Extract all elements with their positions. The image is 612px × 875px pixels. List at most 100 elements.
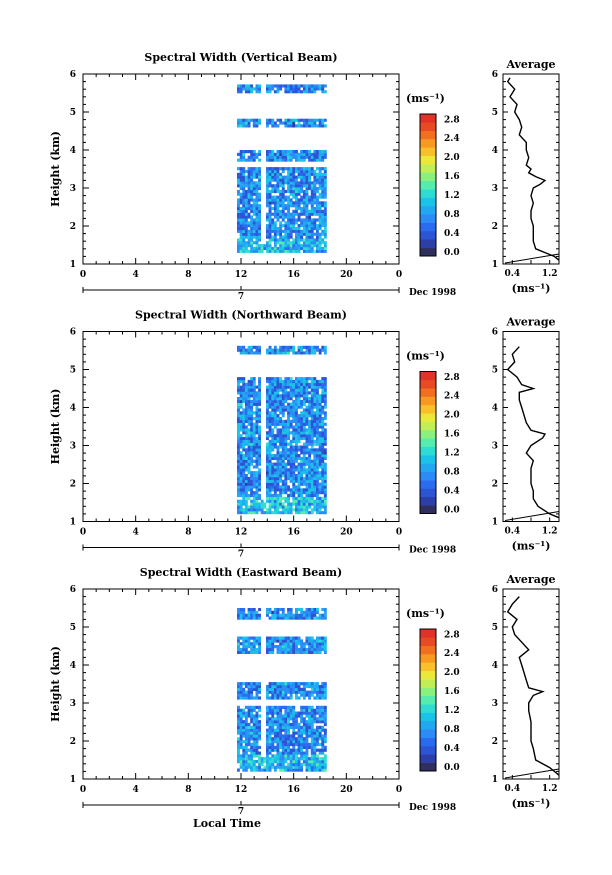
heatmap-cell [276, 496, 280, 500]
heatmap-cell [297, 348, 301, 352]
heatmap-cell [289, 167, 293, 171]
heatmap-cell [250, 158, 254, 162]
heatmap-cell [273, 737, 277, 741]
heatmap-cell [292, 476, 296, 481]
heatmap-cell [279, 505, 283, 509]
heatmap-cell [244, 645, 248, 649]
heatmap-cell [300, 468, 304, 472]
heatmap-cell [284, 391, 288, 395]
heatmap-cell [244, 351, 248, 355]
heatmap-cell [255, 175, 259, 179]
heatmap-cell [255, 731, 259, 735]
heatmap-cell [281, 690, 285, 694]
heatmap-cell [289, 227, 293, 231]
heatmap-cell [305, 235, 309, 239]
heatmap-cell [310, 90, 314, 94]
heatmap-cell [313, 150, 317, 154]
heatmap-cell [295, 502, 298, 506]
heatmap-cell [279, 417, 283, 421]
heatmap-cell [239, 745, 243, 749]
heatmap-cell [289, 158, 293, 162]
heatmap-cell [310, 485, 314, 489]
heatmap-cell [289, 502, 293, 506]
heatmap-cell [321, 485, 325, 489]
heatmap-cell [252, 717, 256, 721]
heatmap-cell [250, 87, 254, 91]
heatmap-cell [276, 714, 280, 718]
heatmap-cell [271, 408, 275, 412]
heatmap-cell [237, 417, 240, 421]
heatmap-cell [305, 505, 309, 509]
heatmap-cell [252, 708, 256, 712]
heatmap-cell [258, 731, 261, 735]
heatmap-cell [255, 722, 259, 727]
heatmap-cell [313, 152, 317, 156]
heatmap-cell [239, 181, 243, 185]
heatmap-cell [239, 212, 243, 216]
heatmap-cell [321, 690, 325, 694]
heatmap-cell [318, 496, 322, 500]
heatmap-cell [284, 454, 288, 458]
heatmap-cell [266, 425, 269, 429]
heatmap-cell [287, 434, 290, 438]
heatmap-cell [242, 734, 246, 738]
heatmap-cell [321, 705, 325, 709]
heatmap-cell [316, 348, 319, 352]
heatmap-cell [287, 90, 290, 94]
heatmap-cell [255, 121, 259, 125]
heatmap-cell [268, 650, 272, 654]
heatmap-cell [300, 711, 304, 715]
heatmap-cell [258, 690, 261, 694]
heatmap-cell [292, 394, 296, 398]
heatmap-cell [250, 408, 254, 412]
heatmap-cell [297, 201, 301, 205]
heatmap-cell [242, 476, 246, 481]
heatmap-cell [281, 175, 285, 179]
heatmap-cell [316, 459, 319, 463]
heatmap-cell [305, 650, 309, 654]
heatmap-cell [281, 155, 285, 159]
heatmap-cell [276, 610, 280, 614]
heatmap-cell [237, 760, 240, 764]
heatmap-cell [237, 184, 240, 188]
heatmap-cell [255, 439, 259, 443]
heatmap-cell [252, 731, 256, 735]
heatmap-cell [300, 425, 304, 429]
heatmap-cell [321, 491, 325, 495]
heatmap-cell [239, 740, 243, 744]
heatmap-cell [284, 740, 288, 744]
heatmap-cell [287, 207, 290, 211]
heatmap-cell [268, 636, 272, 640]
heatmap-cell [316, 762, 319, 767]
heatmap-cell [276, 227, 280, 231]
heatmap-cell [316, 760, 319, 764]
heatmap-cell [266, 405, 269, 409]
heatmap-cell [268, 152, 272, 156]
heatmap-cell [302, 201, 306, 205]
heatmap-cell [255, 687, 259, 691]
heatmap-cell [313, 768, 317, 772]
heatmap-cell [292, 762, 296, 767]
heatmap-cell [292, 224, 296, 228]
heatmap-cell [252, 158, 256, 162]
heatmap-cell [284, 428, 288, 432]
heatmap-cell [258, 348, 261, 352]
heatmap-cell [239, 414, 243, 418]
heatmap-cell [276, 394, 280, 398]
heatmap-cell [321, 505, 325, 509]
heatmap-cell [239, 345, 243, 349]
heatmap-cell [237, 379, 240, 384]
heatmap-cell [284, 482, 288, 486]
heatmap-cell [271, 708, 275, 712]
heatmap-cell [266, 397, 269, 401]
heatmap-cell [310, 768, 314, 772]
heatmap-cell [305, 408, 309, 412]
heatmap-cell [316, 488, 319, 492]
heatmap-cell [287, 493, 290, 498]
heatmap-cell [252, 639, 256, 643]
heatmap-cell [279, 474, 283, 478]
heatmap-cell [316, 402, 319, 406]
heatmap-cell [276, 118, 280, 122]
heatmap-cell [316, 616, 319, 620]
heatmap-cell [255, 693, 259, 697]
